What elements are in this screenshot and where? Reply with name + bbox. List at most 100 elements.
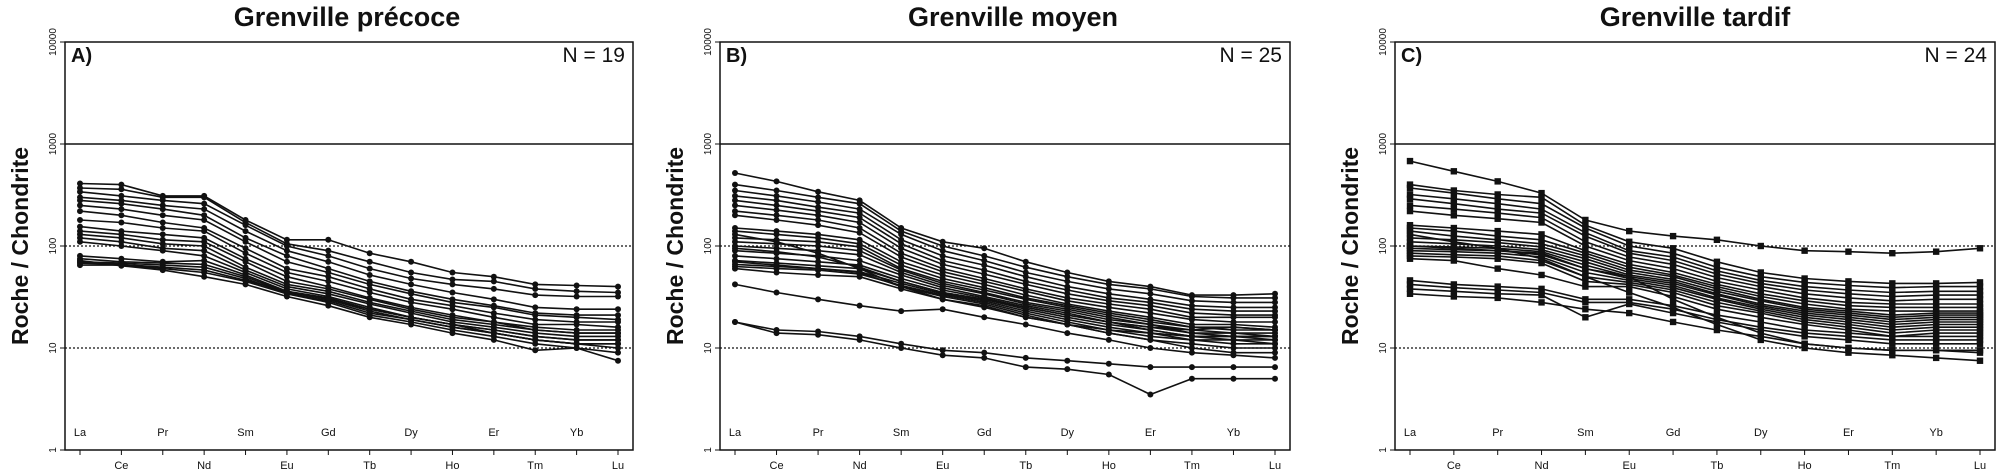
series-20 <box>732 231 1278 340</box>
data-point <box>449 289 456 296</box>
data-point <box>201 267 208 274</box>
data-point <box>573 321 580 328</box>
data-point <box>1230 375 1237 382</box>
data-point <box>1022 312 1029 319</box>
data-point <box>1757 269 1764 276</box>
x-tick-label: Tb <box>1711 460 1724 472</box>
data-point <box>1713 274 1721 281</box>
data-point <box>939 347 946 354</box>
data-point <box>1188 364 1195 371</box>
data-point <box>1450 168 1458 175</box>
data-point <box>201 252 208 259</box>
data-point <box>366 281 373 288</box>
data-point <box>1801 344 1808 352</box>
data-point <box>1582 232 1589 240</box>
data-point <box>1538 214 1545 221</box>
data-point <box>1626 309 1633 317</box>
x-tick-label: Ho <box>1798 460 1812 472</box>
data-point <box>1582 278 1589 285</box>
data-point <box>1406 207 1414 215</box>
data-point <box>1845 286 1852 294</box>
data-point <box>1406 202 1414 209</box>
data-point <box>773 269 780 276</box>
data-point <box>1105 360 1112 367</box>
data-point <box>1932 300 1940 308</box>
series-line <box>734 261 1275 354</box>
data-point <box>1626 242 1633 250</box>
y-tick-label: 1000 <box>1378 132 1389 155</box>
data-point <box>615 293 621 300</box>
series-line <box>1409 233 1981 362</box>
data-point <box>1582 314 1589 321</box>
data-point <box>408 258 415 265</box>
data-point <box>1230 294 1237 301</box>
data-point <box>1538 194 1545 201</box>
data-point <box>1064 357 1071 364</box>
data-point <box>981 257 988 264</box>
data-point <box>1188 340 1195 347</box>
data-point <box>1147 391 1154 398</box>
data-point <box>815 212 822 219</box>
data-point <box>1976 283 1984 290</box>
chart-title: Grenville moyen <box>908 2 1118 32</box>
data-point <box>490 330 497 337</box>
data-point <box>981 349 988 356</box>
y-tick-label: 1 <box>1378 447 1389 453</box>
data-point <box>1406 242 1414 250</box>
data-point <box>1538 271 1545 279</box>
data-point <box>408 299 415 306</box>
data-point <box>856 302 863 309</box>
data-point <box>732 265 738 272</box>
data-point <box>532 285 539 292</box>
data-point <box>1669 257 1677 264</box>
series-25 <box>732 318 1278 398</box>
data-point <box>1450 189 1458 197</box>
data-point <box>1801 279 1808 286</box>
data-point <box>532 281 539 288</box>
data-point <box>939 243 946 249</box>
data-point <box>325 296 332 303</box>
x-tick-label: Pr <box>1492 427 1503 439</box>
data-point <box>1450 288 1458 295</box>
data-point <box>77 238 83 245</box>
data-point <box>408 290 415 297</box>
data-point <box>1889 307 1896 315</box>
series-22 <box>732 281 1278 361</box>
data-point <box>1064 278 1071 285</box>
data-point <box>366 306 373 313</box>
series-line <box>734 172 1276 296</box>
data-point <box>201 228 208 235</box>
series-line <box>734 199 1275 312</box>
data-point <box>898 283 905 290</box>
data-point <box>1976 288 1984 295</box>
data-point <box>1582 229 1589 236</box>
data-point <box>1976 333 1984 340</box>
series-line <box>734 237 1275 331</box>
data-point <box>1669 296 1677 303</box>
panel-label: A) <box>71 45 92 67</box>
data-point <box>1582 273 1589 280</box>
data-point <box>898 278 905 285</box>
series-6 <box>1406 202 1984 305</box>
sample-count: N = 25 <box>1220 44 1282 67</box>
data-point <box>1801 275 1808 282</box>
data-point <box>1669 309 1677 317</box>
data-point <box>732 231 738 238</box>
data-point <box>118 181 125 188</box>
data-point <box>1976 296 1984 303</box>
data-point <box>773 192 780 199</box>
data-point <box>1406 191 1414 198</box>
data-point <box>325 302 332 309</box>
data-point <box>981 252 988 259</box>
data-point <box>573 293 580 300</box>
y-tick-label: 1 <box>48 447 59 453</box>
series-5 <box>1406 195 1984 300</box>
data-point <box>1494 255 1501 262</box>
data-point <box>1713 258 1721 265</box>
series-line <box>1409 245 1980 323</box>
data-point <box>1494 191 1501 198</box>
data-point <box>1845 294 1852 302</box>
data-point <box>201 194 208 201</box>
series-21 <box>1406 285 1984 347</box>
series-line <box>1409 252 1980 331</box>
